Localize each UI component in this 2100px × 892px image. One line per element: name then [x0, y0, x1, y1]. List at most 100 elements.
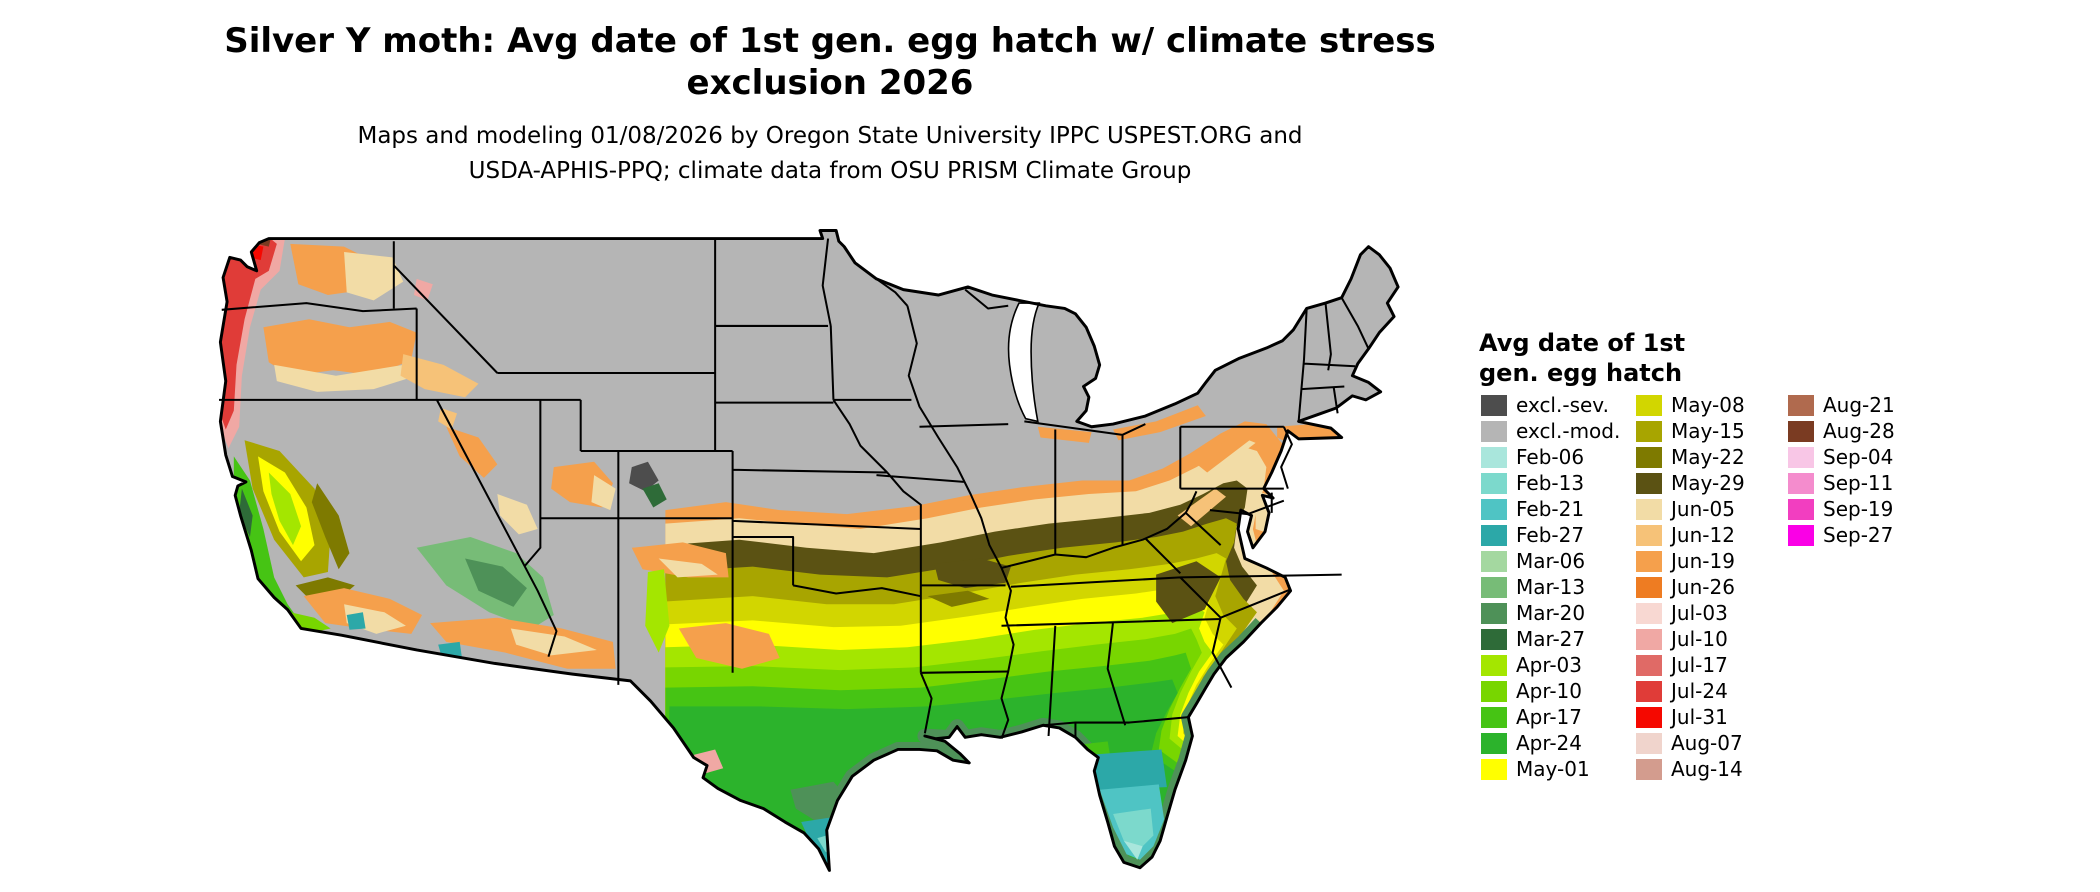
legend-row-Jul-31: Jul-31 [1636, 704, 1745, 730]
legend-swatch-Jul-03 [1636, 602, 1662, 624]
legend-swatch-Jun-19 [1636, 550, 1662, 572]
legend-row-Jul-17: Jul-17 [1636, 652, 1745, 678]
legend-label: Feb-06 [1516, 445, 1585, 469]
us-map [218, 229, 1400, 872]
legend-row-Jun-12: Jun-12 [1636, 522, 1745, 548]
page-subtitle-line2: USDA-APHIS-PPQ; climate data from OSU PR… [468, 158, 1192, 184]
legend-row-Jul-24: Jul-24 [1636, 678, 1745, 704]
legend-row-May-08: May-08 [1636, 392, 1745, 418]
legend-swatch-Apr-17 [1481, 706, 1507, 728]
legend-label: Mar-20 [1516, 601, 1586, 625]
legend-swatch-Mar-06 [1481, 550, 1507, 572]
legend-row-Mar-13: Mar-13 [1481, 574, 1620, 600]
page-title-line2: exclusion 2026 [686, 63, 974, 103]
legend-swatch-excl.-sev. [1481, 394, 1507, 416]
legend-label: Sep-27 [1823, 523, 1894, 547]
legend-swatch-Mar-13 [1481, 576, 1507, 598]
legend-swatch-Feb-27 [1481, 524, 1507, 546]
legend-row-Jul-03: Jul-03 [1636, 600, 1745, 626]
legend-row-Feb-21: Feb-21 [1481, 496, 1620, 522]
legend-swatch-Jul-17 [1636, 654, 1662, 676]
legend-row-Jun-05: Jun-05 [1636, 496, 1745, 522]
legend-row-Sep-19: Sep-19 [1788, 496, 1895, 522]
legend-label: May-15 [1671, 419, 1745, 443]
legend-title-line2: gen. egg hatch [1479, 359, 1683, 387]
legend-swatch-Sep-27 [1788, 524, 1814, 546]
page-title: Silver Y moth: Avg date of 1st gen. egg … [0, 20, 1660, 104]
legend-label: Jun-05 [1671, 497, 1735, 521]
legend-row-Apr-03: Apr-03 [1481, 652, 1620, 678]
legend-label: Feb-21 [1516, 497, 1585, 521]
legend-swatch-Feb-21 [1481, 498, 1507, 520]
legend-swatch-May-22 [1636, 446, 1662, 468]
legend-swatch-Mar-27 [1481, 628, 1507, 650]
legend-swatch-May-29 [1636, 472, 1662, 494]
legend-label: Jun-26 [1671, 575, 1735, 599]
legend-swatch-Apr-10 [1481, 680, 1507, 702]
legend-row-Feb-06: Feb-06 [1481, 444, 1620, 470]
legend-row-Feb-13: Feb-13 [1481, 470, 1620, 496]
legend-swatch-Mar-20 [1481, 602, 1507, 624]
legend-label: Sep-19 [1823, 497, 1894, 521]
legend-swatch-Feb-06 [1481, 446, 1507, 468]
us-map-container [215, 225, 1425, 884]
legend-row-Aug-28: Aug-28 [1788, 418, 1895, 444]
legend-swatch-Jun-26 [1636, 576, 1662, 598]
legend-row-Sep-27: Sep-27 [1788, 522, 1895, 548]
legend-row-Apr-17: Apr-17 [1481, 704, 1620, 730]
legend-swatch-Sep-11 [1788, 472, 1814, 494]
legend-swatch-Aug-21 [1788, 394, 1814, 416]
legend-label: Jun-19 [1671, 549, 1735, 573]
legend-label: excl.-mod. [1516, 419, 1621, 443]
legend-label: Aug-07 [1671, 731, 1743, 755]
legend-label: Jun-12 [1671, 523, 1735, 547]
legend-swatch-excl.-mod. [1481, 420, 1507, 442]
legend-swatch-Sep-04 [1788, 446, 1814, 468]
legend-row-Apr-24: Apr-24 [1481, 730, 1620, 756]
legend-row-Sep-04: Sep-04 [1788, 444, 1895, 470]
legend-row-May-22: May-22 [1636, 444, 1745, 470]
legend-swatch-Feb-13 [1481, 472, 1507, 494]
legend-row-Jun-26: Jun-26 [1636, 574, 1745, 600]
legend-swatch-Aug-28 [1788, 420, 1814, 442]
legend-label: excl.-sev. [1516, 393, 1609, 417]
legend-row-May-29: May-29 [1636, 470, 1745, 496]
legend-row-Sep-11: Sep-11 [1788, 470, 1895, 496]
legend-swatch-Jul-10 [1636, 628, 1662, 650]
legend-label: May-01 [1516, 757, 1590, 781]
legend-label: Feb-13 [1516, 471, 1585, 495]
legend-row-Apr-10: Apr-10 [1481, 678, 1620, 704]
legend-swatch-Apr-03 [1481, 654, 1507, 676]
legend-row-Aug-07: Aug-07 [1636, 730, 1745, 756]
legend-label: Mar-27 [1516, 627, 1586, 651]
legend-swatch-May-08 [1636, 394, 1662, 416]
us-outline [218, 229, 1400, 872]
legend-label: May-08 [1671, 393, 1745, 417]
legend-label: Jul-24 [1671, 679, 1728, 703]
legend-label: Jul-10 [1671, 627, 1728, 651]
legend-column-1: excl.-sev. excl.-mod. Feb-06 Feb-13 Feb-21 Fe… [1481, 392, 1620, 782]
legend-swatch-Sep-19 [1788, 498, 1814, 520]
legend-row-Mar-06: Mar-06 [1481, 548, 1620, 574]
state-borders [219, 238, 1370, 740]
legend-label: Mar-06 [1516, 549, 1586, 573]
legend-swatch-Aug-14 [1636, 758, 1662, 780]
legend-label: Feb-27 [1516, 523, 1585, 547]
legend-label: Apr-03 [1516, 653, 1582, 677]
legend-row-Mar-27: Mar-27 [1481, 626, 1620, 652]
page-subtitle: Maps and modeling 01/08/2026 by Oregon S… [0, 119, 1660, 189]
legend-label: Apr-17 [1516, 705, 1582, 729]
legend-label: Aug-21 [1823, 393, 1895, 417]
legend-row-Mar-20: Mar-20 [1481, 600, 1620, 626]
legend-label: Mar-13 [1516, 575, 1586, 599]
legend-row-Jun-19: Jun-19 [1636, 548, 1745, 574]
legend-label: Apr-10 [1516, 679, 1582, 703]
legend-row-excl.-sev.: excl.-sev. [1481, 392, 1620, 418]
legend-swatch-Jun-12 [1636, 524, 1662, 546]
legend-swatch-Jul-31 [1636, 706, 1662, 728]
legend-swatch-Jul-24 [1636, 680, 1662, 702]
legend-swatch-May-01 [1481, 758, 1507, 780]
legend-label: Apr-24 [1516, 731, 1582, 755]
legend-label: Jul-03 [1671, 601, 1728, 625]
